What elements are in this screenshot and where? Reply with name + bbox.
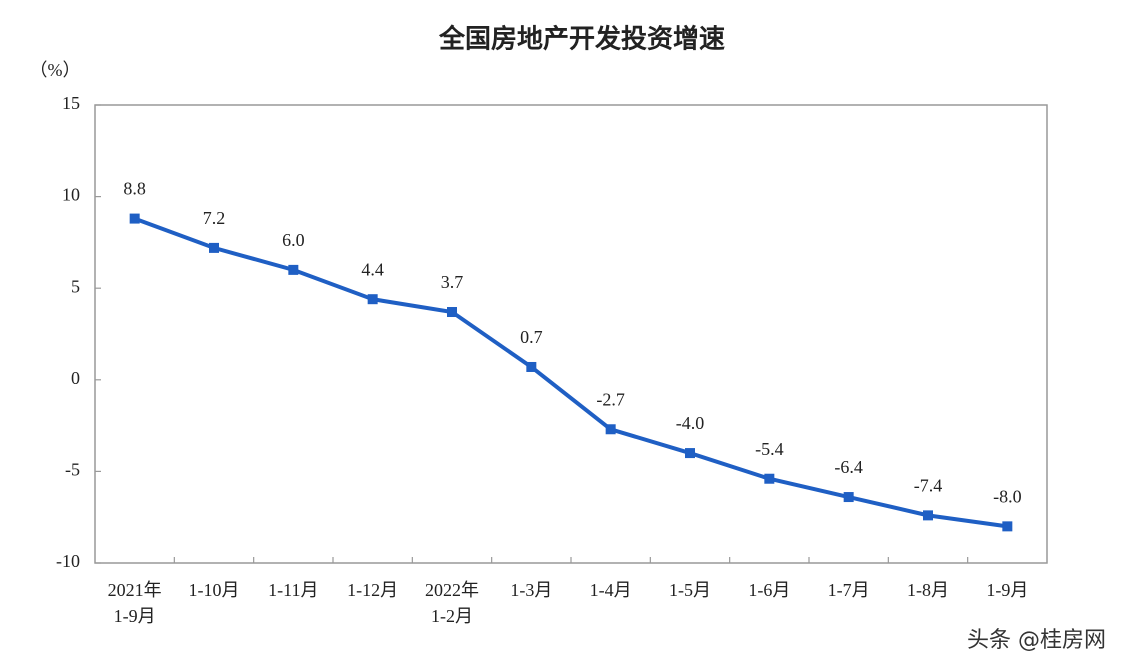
x-tick-label: 1-11月 <box>268 580 319 600</box>
point <box>367 294 378 305</box>
x-tick-label: 1-12月 <box>347 580 399 600</box>
y-tick-label: 5 <box>71 276 80 296</box>
y-tick-label: -5 <box>65 460 80 480</box>
plot-frame <box>94 104 1048 564</box>
point <box>685 448 695 459</box>
data-label: 0.7 <box>520 327 543 347</box>
data-label: -8.0 <box>993 486 1022 506</box>
watermark: 头条 @桂房网 <box>967 628 1106 653</box>
y-unit: （%） <box>30 60 81 80</box>
series-line <box>133 216 1008 529</box>
point <box>447 307 457 318</box>
x-tick-label: 1-4月 <box>589 580 632 600</box>
x-tick-label: 1-8月 <box>907 580 949 600</box>
data-label: 4.4 <box>361 259 384 279</box>
data-label: 7.2 <box>203 208 226 228</box>
data-label: -4.0 <box>676 413 705 433</box>
y-tick-label: -10 <box>56 551 80 571</box>
data-label: 8.8 <box>123 179 146 199</box>
point <box>923 510 933 521</box>
x-tick-label: 1-10月 <box>188 580 240 600</box>
x-tick-label: 1-5月 <box>669 580 711 600</box>
point <box>129 213 140 224</box>
x-tick-label: 1-9月 <box>986 580 1029 600</box>
point <box>843 492 854 503</box>
x-tick-label: 2022年 1-2月 <box>425 580 479 626</box>
point <box>1002 521 1013 532</box>
data-label: -7.4 <box>914 475 943 495</box>
x-tick-label: 2021年 1-9月 <box>107 580 162 626</box>
data-label: 6.0 <box>282 230 305 250</box>
x-tick-label: 1-6月 <box>748 580 791 600</box>
data-label: -2.7 <box>596 389 625 409</box>
data-label: 3.7 <box>441 272 464 292</box>
chart-title: 全国房地产开发投资增速 <box>438 24 725 55</box>
x-tick-label: 1-7月 <box>827 580 870 600</box>
point <box>209 242 219 253</box>
data-label: -6.4 <box>834 457 863 477</box>
point <box>764 473 775 484</box>
point <box>288 264 299 275</box>
point <box>526 361 537 372</box>
y-tick-label: 10 <box>62 185 80 205</box>
x-tick-label: 1-3月 <box>510 580 553 600</box>
y-tick-label: 0 <box>71 368 80 388</box>
point <box>605 424 616 435</box>
y-tick-label: 15 <box>62 93 80 113</box>
data-label: -5.4 <box>755 439 784 459</box>
